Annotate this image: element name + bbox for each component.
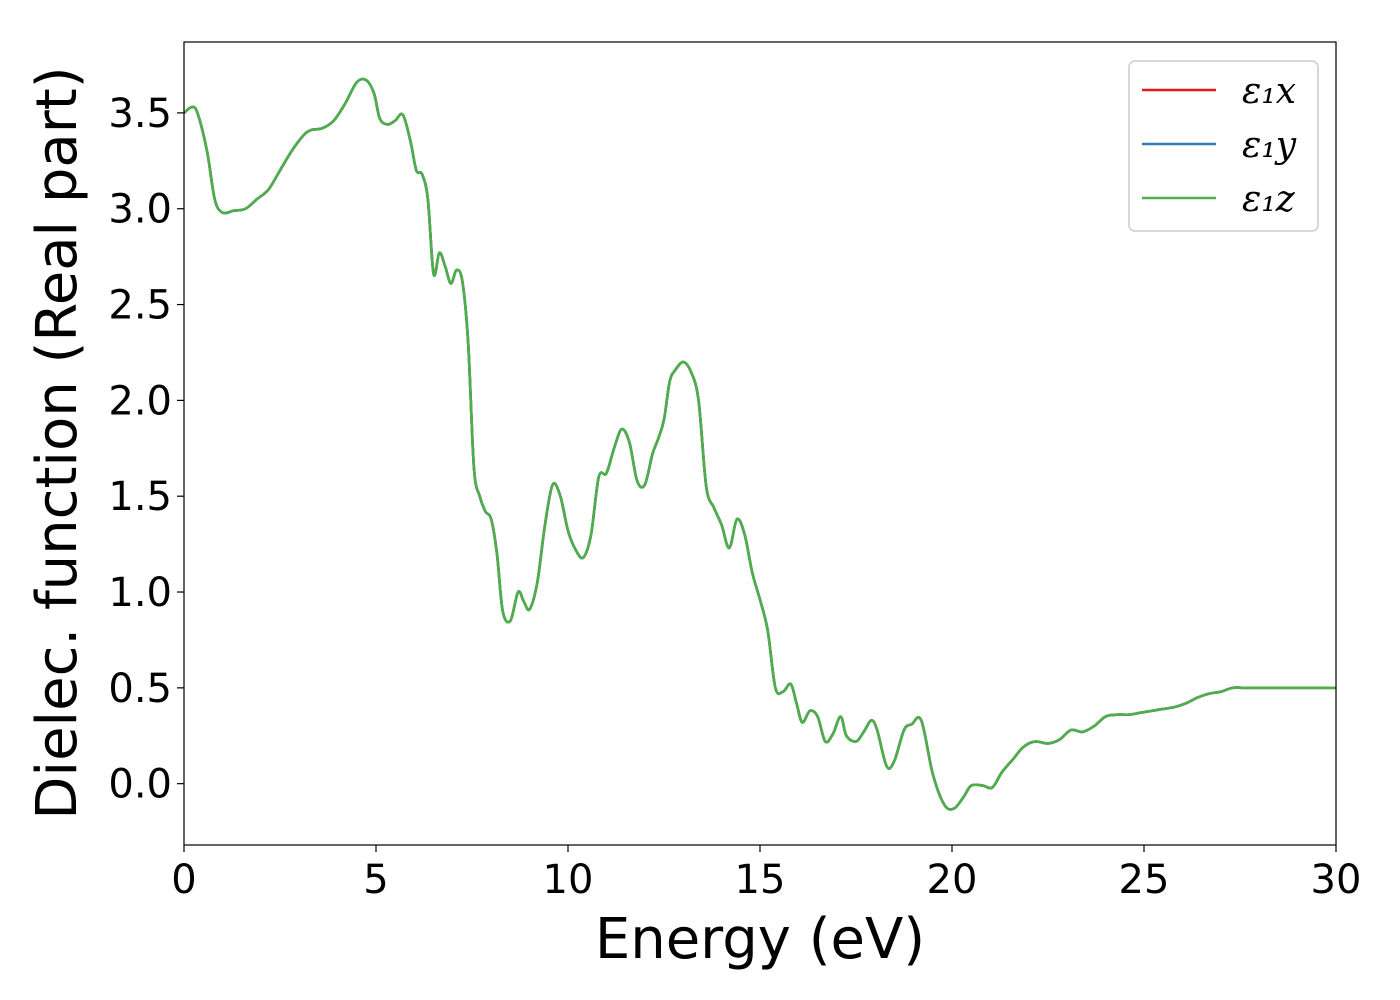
series-lines — [184, 77, 1336, 811]
y-tick-label: 1.0 — [108, 570, 172, 616]
x-tick-label: 25 — [1119, 857, 1170, 903]
legend: ε₁x ε₁y ε₁z — [1128, 60, 1319, 232]
x-tick-label: 30 — [1311, 857, 1362, 903]
legend-label-3: ε₁z — [1242, 179, 1296, 220]
y-axis-title: Dielec. function (Real part) — [25, 66, 90, 819]
x-tick-label: 20 — [927, 857, 978, 903]
y-tick-label: 3.0 — [108, 187, 172, 233]
y-tick-label: 2.0 — [108, 378, 172, 424]
legend-box — [1128, 60, 1319, 232]
x-tick-label: 5 — [363, 857, 388, 903]
y-axis-ticks: 0.0 0.5 1.0 1.5 2.0 2.5 3.0 3.5 — [108, 91, 184, 808]
y-tick-label: 0.5 — [108, 666, 172, 712]
y-tick-label: 2.5 — [108, 283, 172, 329]
legend-label-2: ε₁y — [1242, 125, 1297, 166]
y-tick-label: 3.5 — [108, 91, 172, 137]
x-tick-label: 0 — [171, 857, 196, 903]
legend-label-1: ε₁x — [1242, 71, 1296, 112]
x-tick-label: 15 — [735, 857, 786, 903]
y-tick-label: 0.0 — [108, 762, 172, 808]
x-tick-label: 10 — [543, 857, 594, 903]
x-axis-title: Energy (eV) — [595, 907, 925, 972]
series-line-3 — [184, 77, 1336, 811]
y-tick-label: 1.5 — [108, 474, 172, 520]
x-axis-ticks: 0 5 10 15 20 25 30 — [171, 845, 1361, 903]
